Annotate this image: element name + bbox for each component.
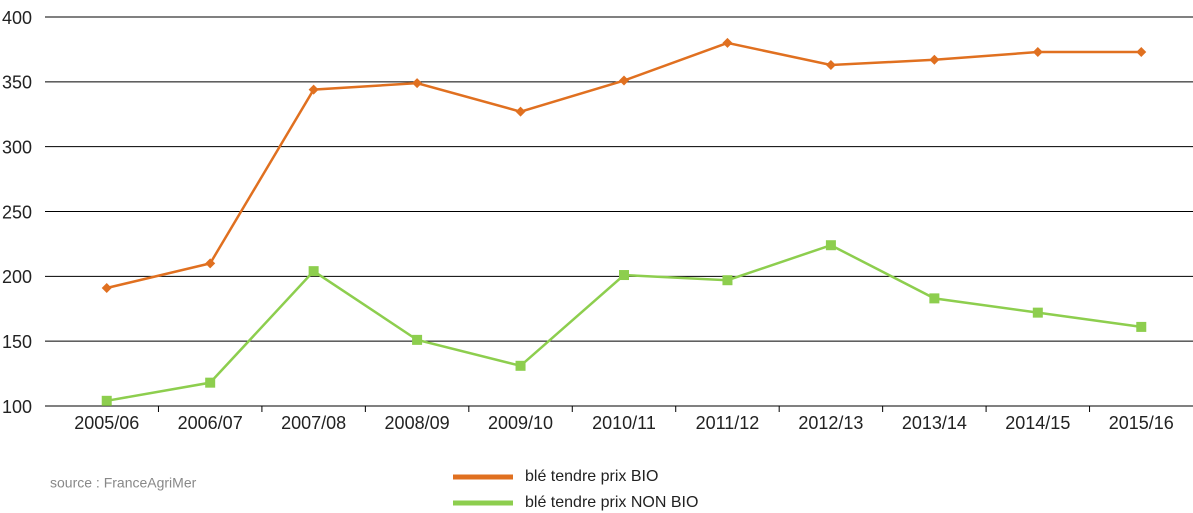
point-marker [619,270,629,281]
point-marker [205,377,216,388]
point-marker [515,106,526,117]
point-marker [722,275,733,286]
y-tick-label: 200 [2,267,32,287]
x-tick-label: 2008/09 [385,413,450,433]
series-line [106,243,1142,403]
point-marker [205,258,216,269]
legend-label: blé tendre prix BIO [525,468,658,485]
x-tick-label: 2007/08 [281,413,346,433]
y-tick-label: 350 [2,73,32,93]
point-marker [1136,321,1147,332]
point-marker [308,266,319,277]
point-marker [1032,47,1043,58]
source-note: source : FranceAgriMer [50,475,197,491]
legend-label: blé tendre prix NON BIO [525,494,698,511]
x-tick-label: 2005/06 [74,413,139,433]
point-marker [412,78,423,89]
point-marker [308,84,319,95]
x-tick-label: 2015/16 [1109,413,1174,433]
point-marker [722,37,733,48]
point-marker [825,59,836,70]
x-tick-label: 2011/12 [696,413,760,433]
point-marker [412,334,423,345]
point-marker [101,395,112,406]
point-marker [929,293,940,304]
x-tick-label: 2010/11 [592,413,656,433]
point-marker [929,54,940,65]
point-marker [1032,307,1043,318]
point-marker [515,360,526,371]
y-tick-label: 150 [2,332,32,352]
x-tick-label: 2012/13 [798,413,863,433]
y-tick-label: 250 [2,202,32,222]
y-tick-label: 300 [2,137,32,157]
x-tick-label: 2014/15 [1005,413,1070,433]
point-marker [101,283,112,294]
x-tick-label: 2013/14 [902,413,967,433]
point-marker [619,75,629,86]
point-marker [825,240,836,251]
point-marker [1136,47,1147,58]
y-tick-label: 400 [2,8,32,28]
x-tick-label: 2006/07 [178,413,243,433]
y-tick-label: 100 [2,397,32,417]
x-tick-label: 2009/10 [488,413,553,433]
